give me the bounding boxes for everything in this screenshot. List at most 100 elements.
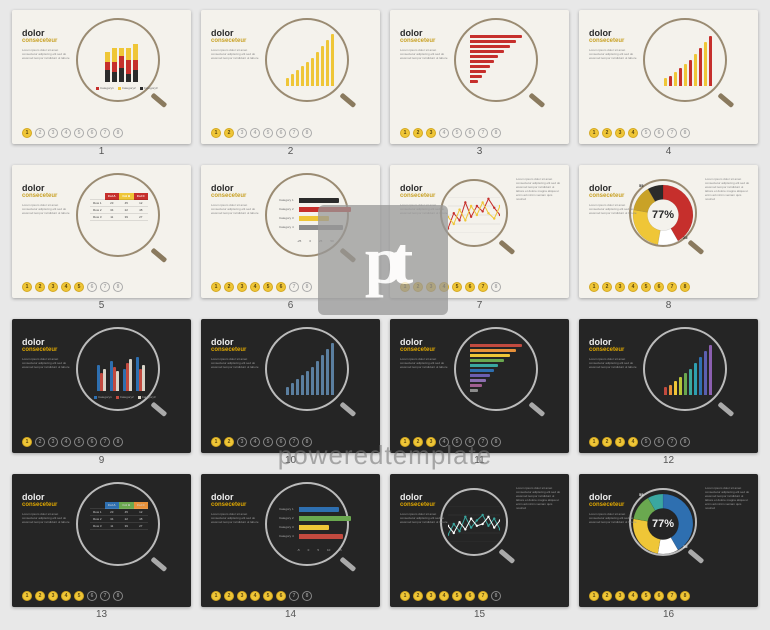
slide-body-text: Lorem ipsum dolor sit amet consectetur a… <box>211 48 261 61</box>
slide-title: dolor <box>400 337 450 347</box>
slide-subtitle: conseceteur <box>400 502 450 508</box>
thumbnail-number: 4 <box>579 146 758 157</box>
progress-dot-8: 8 <box>680 282 690 292</box>
progress-dots: 12345678 <box>22 591 123 601</box>
thumbnail-number: 8 <box>579 300 758 311</box>
progress-dot-2: 2 <box>602 591 612 601</box>
slide-body-text: Lorem ipsum dolor sit amet consectetur a… <box>22 357 72 370</box>
slide-title: dolor <box>589 492 639 502</box>
slide-1[interactable]: dolorconseceteurLorem ipsum dolor sit am… <box>12 10 191 144</box>
title-block: dolorconseceteurLorem ipsum dolor sit am… <box>22 28 72 61</box>
slide-title: dolor <box>589 337 639 347</box>
slide-title: dolor <box>589 28 639 38</box>
title-block: dolorconseceteurLorem ipsum dolor sit am… <box>589 28 639 61</box>
slide-subtitle: conseceteur <box>211 347 261 353</box>
slide-body-text: Lorem ipsum dolor sit amet consectetur a… <box>211 512 261 525</box>
slide-13[interactable]: dolorconseceteur Lorem ipsum dolor sit am… <box>12 474 191 608</box>
progress-dot-6: 6 <box>276 591 286 601</box>
progress-dot-8: 8 <box>680 591 690 601</box>
slide-body-text: Lorem ipsum dolor sit amet consectetur a… <box>22 203 72 216</box>
progress-dot-7: 7 <box>289 282 299 292</box>
progress-dot-5: 5 <box>641 128 651 138</box>
slide-11[interactable]: dolorconseceteurLorem ipsum dolor sit am… <box>390 319 569 453</box>
slide-14[interactable]: dolorconseceteurLorem ipsum dolor sit am… <box>201 474 380 608</box>
progress-dot-8: 8 <box>491 282 501 292</box>
progress-dot-4: 4 <box>250 282 260 292</box>
chart-table: Col ACol BCol CRow 1234512Row 2342248Row… <box>90 193 148 233</box>
thumbnail-cell: dolorconseceteurLorem ipsum dolor sit am… <box>12 165 191 312</box>
progress-dots: 12345678 <box>589 128 690 138</box>
title-block: dolorconseceteurLorem ipsum dolor sit am… <box>22 337 72 370</box>
progress-dot-1: 1 <box>211 128 221 138</box>
progress-dot-2: 2 <box>35 128 45 138</box>
progress-dot-6: 6 <box>654 128 664 138</box>
chart-asc_bars <box>281 343 339 395</box>
progress-dot-6: 6 <box>87 282 97 292</box>
slide-subtitle: conseceteur <box>400 38 450 44</box>
slide-15[interactable]: dolorconseceteurLorem ipsum dolor sit am… <box>390 474 569 608</box>
progress-dot-8: 8 <box>302 282 312 292</box>
slide-title: dolor <box>22 492 72 502</box>
thumbnail-grid: dolorconseceteurLorem ipsum dolor sit am… <box>0 0 770 630</box>
progress-dot-7: 7 <box>667 282 677 292</box>
thumbnail-cell: dolorconseceteurLorem ipsum dolor sit am… <box>201 10 380 157</box>
slide-title: dolor <box>22 28 72 38</box>
watermark-text: poweredtemplate <box>0 440 770 471</box>
slide-body-text: Lorem ipsum dolor sit amet consectetur a… <box>400 357 450 370</box>
slide-10[interactable]: dolorconseceteurLorem ipsum dolor sit am… <box>201 319 380 453</box>
magnifier-handle <box>339 402 356 417</box>
progress-dot-4: 4 <box>439 591 449 601</box>
slide-body-text: Lorem ipsum dolor sit amet consectetur a… <box>589 203 639 216</box>
title-block: dolorconseceteurLorem ipsum dolor sit am… <box>400 337 450 370</box>
slide-title: dolor <box>211 183 261 193</box>
magnifier-handle <box>528 93 545 108</box>
progress-dot-1: 1 <box>400 128 410 138</box>
slide-subtitle: conseceteur <box>22 502 72 508</box>
progress-dot-8: 8 <box>302 591 312 601</box>
progress-dot-3: 3 <box>615 282 625 292</box>
title-block: dolorconseceteurLorem ipsum dolor sit am… <box>22 183 72 216</box>
slide-5[interactable]: dolorconseceteurLorem ipsum dolor sit am… <box>12 165 191 299</box>
thumbnail-number: 15 <box>390 609 569 620</box>
slide-title: dolor <box>22 337 72 347</box>
side-text: Lorem ipsum dolor sit amet consectetur a… <box>705 177 750 202</box>
slide-body-text: Lorem ipsum dolor sit amet consectetur a… <box>22 512 72 525</box>
progress-dot-3: 3 <box>426 128 436 138</box>
slide-3[interactable]: dolorconseceteur Lorem ipsum dolor sit am… <box>390 10 569 144</box>
slide-body-text: Lorem ipsum dolor sit amet consectetur a… <box>589 48 639 61</box>
slide-9[interactable]: dolorconseceteurLorem ipsum dolor sit am… <box>12 319 191 453</box>
thumbnail-number: 14 <box>201 609 380 620</box>
progress-dot-4: 4 <box>628 282 638 292</box>
magnifier-handle <box>339 93 356 108</box>
slide-subtitle: conseceteur <box>211 193 261 199</box>
slide-12[interactable]: dolorconseceteurLorem ipsum dolor sit am… <box>579 319 758 453</box>
magnifier-handle <box>150 402 167 417</box>
thumbnail-cell: dolorconseceteurLorem ipsum dolor sit am… <box>579 165 758 312</box>
progress-dot-5: 5 <box>452 591 462 601</box>
progress-dot-2: 2 <box>35 282 45 292</box>
slide-title: dolor <box>400 28 450 38</box>
progress-dot-1: 1 <box>400 591 410 601</box>
slide-subtitle: conseceteur <box>22 38 72 44</box>
progress-dot-7: 7 <box>100 282 110 292</box>
slide-body-text: Lorem ipsum dolor sit amet consectetur a… <box>589 357 639 370</box>
progress-dot-5: 5 <box>74 282 84 292</box>
side-text: Lorem ipsum dolor sit amet consectetur a… <box>516 177 561 202</box>
slide-4[interactable]: dolorconseceteurLorem ipsum dolor sit am… <box>579 10 758 144</box>
magnifier-handle <box>150 93 167 108</box>
progress-dots: 12345678 <box>400 128 501 138</box>
progress-dots: 12345678 <box>22 282 123 292</box>
progress-dot-4: 4 <box>439 128 449 138</box>
progress-dot-2: 2 <box>35 591 45 601</box>
progress-dot-8: 8 <box>113 128 123 138</box>
progress-dot-1: 1 <box>22 591 32 601</box>
progress-dot-8: 8 <box>302 128 312 138</box>
progress-dot-7: 7 <box>478 591 488 601</box>
title-block: dolorconseceteurLorem ipsum dolor sit am… <box>400 492 450 525</box>
slide-title: dolor <box>22 183 72 193</box>
slide-16[interactable]: dolorconseceteurLorem ipsum dolor sit am… <box>579 474 758 608</box>
slide-8[interactable]: dolorconseceteurLorem ipsum dolor sit am… <box>579 165 758 299</box>
slide-2[interactable]: dolorconseceteurLorem ipsum dolor sit am… <box>201 10 380 144</box>
progress-dot-1: 1 <box>22 128 32 138</box>
slide-body-text: Lorem ipsum dolor sit amet consectetur a… <box>400 48 450 61</box>
